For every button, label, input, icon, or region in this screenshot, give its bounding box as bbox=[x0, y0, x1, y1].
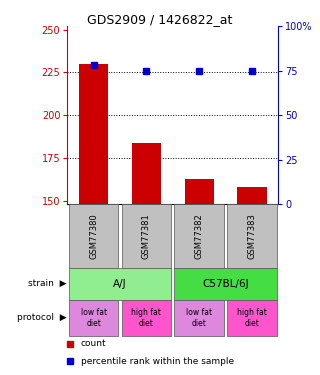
Text: high fat
diet: high fat diet bbox=[237, 308, 267, 327]
Bar bbox=[174, 268, 277, 300]
Text: count: count bbox=[81, 339, 107, 348]
Bar bbox=[69, 300, 118, 336]
Bar bbox=[227, 300, 277, 336]
Text: percentile rank within the sample: percentile rank within the sample bbox=[81, 357, 234, 366]
Text: C57BL/6J: C57BL/6J bbox=[202, 279, 249, 289]
Bar bbox=[69, 268, 171, 300]
Text: GSM77383: GSM77383 bbox=[247, 213, 257, 259]
Bar bbox=[185, 178, 214, 204]
Bar bbox=[174, 300, 224, 336]
Text: A/J: A/J bbox=[113, 279, 127, 289]
Text: GSM77381: GSM77381 bbox=[142, 213, 151, 259]
Bar bbox=[174, 204, 224, 268]
Bar bbox=[227, 204, 277, 268]
Text: low fat
diet: low fat diet bbox=[81, 308, 107, 327]
Text: GDS2909 / 1426822_at: GDS2909 / 1426822_at bbox=[87, 13, 233, 26]
Bar bbox=[237, 187, 267, 204]
Text: protocol  ▶: protocol ▶ bbox=[17, 313, 66, 322]
Bar bbox=[132, 143, 161, 204]
Text: high fat
diet: high fat diet bbox=[132, 308, 161, 327]
Bar bbox=[122, 204, 171, 268]
Text: strain  ▶: strain ▶ bbox=[28, 279, 66, 288]
Text: GSM77380: GSM77380 bbox=[89, 213, 98, 259]
Text: GSM77382: GSM77382 bbox=[195, 213, 204, 259]
Text: low fat
diet: low fat diet bbox=[186, 308, 212, 327]
Bar bbox=[122, 300, 171, 336]
Bar bbox=[79, 64, 108, 204]
Bar bbox=[69, 204, 118, 268]
